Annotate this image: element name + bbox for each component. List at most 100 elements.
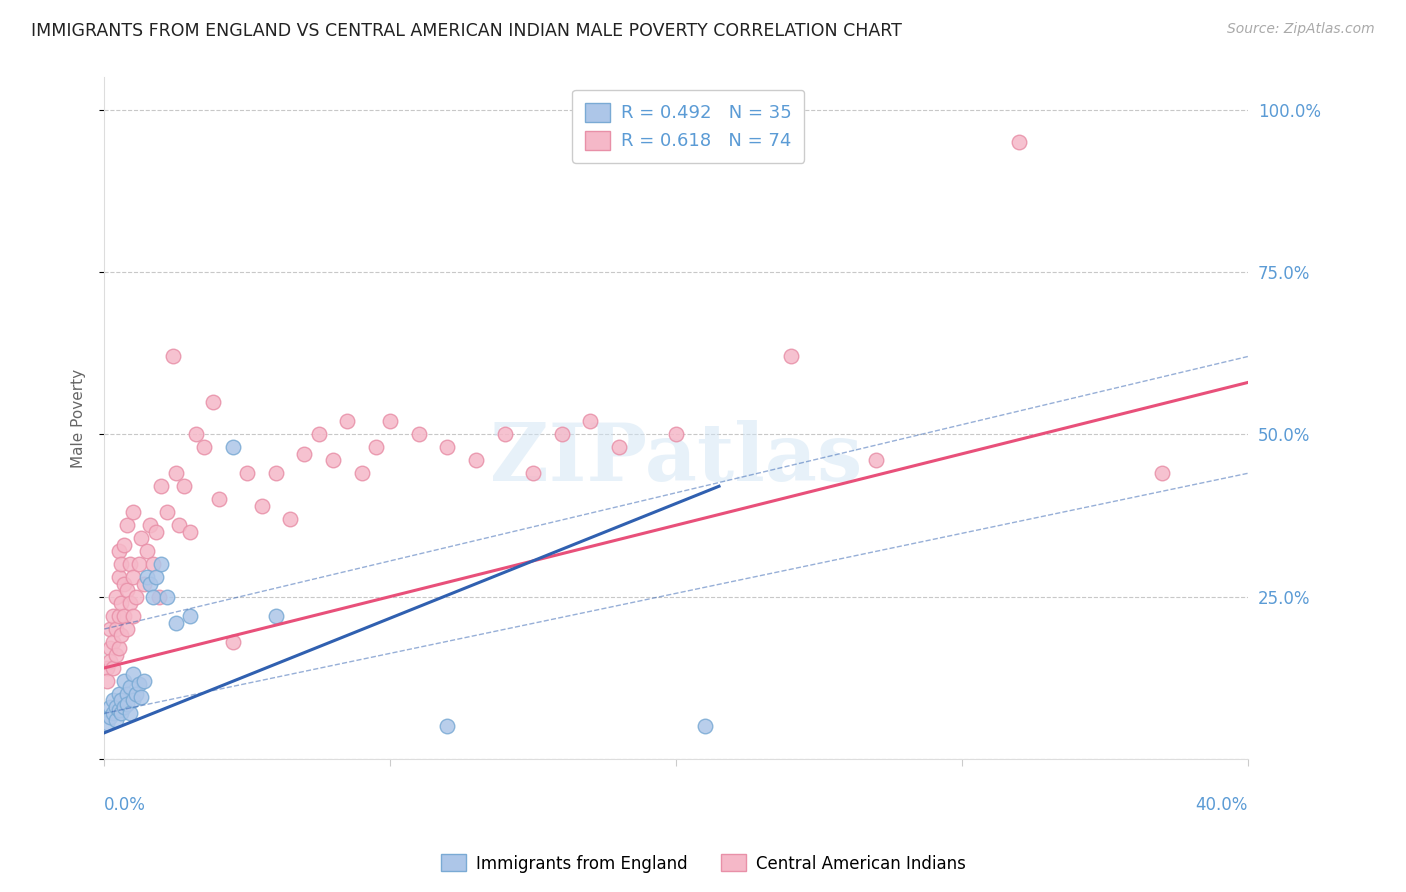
Point: [107, 609, 129, 624]
Point: [101, 706, 124, 721]
Point: [179, 609, 201, 624]
Point: [236, 467, 259, 481]
Point: [156, 590, 179, 604]
Point: [125, 687, 148, 701]
Point: [779, 350, 801, 364]
Point: [494, 427, 516, 442]
Point: [250, 499, 273, 513]
Point: [122, 609, 145, 624]
Point: [665, 427, 688, 442]
Point: [607, 440, 630, 454]
Point: [125, 590, 148, 604]
Text: 40.0%: 40.0%: [1195, 797, 1249, 814]
Point: [142, 557, 165, 571]
Point: [551, 427, 574, 442]
Point: [162, 350, 184, 364]
Point: [156, 505, 179, 519]
Point: [110, 596, 132, 610]
Point: [142, 590, 165, 604]
Point: [107, 544, 129, 558]
Point: [165, 615, 187, 630]
Point: [522, 467, 544, 481]
Point: [1152, 467, 1174, 481]
Point: [436, 719, 458, 733]
Point: [107, 703, 129, 717]
Point: [101, 693, 124, 707]
Text: ZIPatlas: ZIPatlas: [491, 420, 862, 498]
Point: [98, 709, 121, 723]
Point: [222, 635, 245, 649]
Point: [112, 609, 135, 624]
Point: [322, 453, 344, 467]
Point: [380, 414, 402, 428]
Point: [294, 447, 316, 461]
Point: [96, 716, 118, 731]
Point: [136, 570, 159, 584]
Point: [173, 479, 195, 493]
Point: [122, 693, 145, 707]
Point: [115, 583, 138, 598]
Point: [579, 414, 602, 428]
Point: [101, 661, 124, 675]
Point: [128, 557, 150, 571]
Point: [98, 641, 121, 656]
Point: [110, 628, 132, 642]
Point: [134, 673, 156, 688]
Point: [264, 609, 287, 624]
Point: [118, 557, 141, 571]
Point: [136, 544, 159, 558]
Point: [150, 479, 173, 493]
Point: [436, 440, 458, 454]
Point: [128, 677, 150, 691]
Text: IMMIGRANTS FROM ENGLAND VS CENTRAL AMERICAN INDIAN MALE POVERTY CORRELATION CHAR: IMMIGRANTS FROM ENGLAND VS CENTRAL AMERI…: [31, 22, 901, 40]
Point: [98, 655, 121, 669]
Point: [110, 693, 132, 707]
Point: [112, 699, 135, 714]
Point: [336, 414, 359, 428]
Point: [131, 690, 153, 705]
Text: Source: ZipAtlas.com: Source: ZipAtlas.com: [1227, 22, 1375, 37]
Point: [865, 453, 887, 467]
Point: [118, 596, 141, 610]
Point: [115, 622, 138, 636]
Point: [96, 661, 118, 675]
Point: [122, 667, 145, 681]
Point: [150, 557, 173, 571]
Point: [115, 697, 138, 711]
Point: [134, 576, 156, 591]
Text: 0.0%: 0.0%: [104, 797, 146, 814]
Point: [96, 673, 118, 688]
Point: [364, 440, 387, 454]
Point: [112, 673, 135, 688]
Legend: R = 0.492   N = 35, R = 0.618   N = 74: R = 0.492 N = 35, R = 0.618 N = 74: [572, 90, 804, 163]
Y-axis label: Male Poverty: Male Poverty: [72, 368, 86, 467]
Point: [112, 576, 135, 591]
Point: [118, 681, 141, 695]
Point: [145, 524, 167, 539]
Point: [350, 467, 373, 481]
Point: [115, 518, 138, 533]
Point: [104, 699, 127, 714]
Point: [408, 427, 430, 442]
Point: [110, 557, 132, 571]
Point: [148, 590, 170, 604]
Point: [122, 505, 145, 519]
Point: [101, 635, 124, 649]
Point: [104, 713, 127, 727]
Point: [139, 518, 162, 533]
Point: [139, 576, 162, 591]
Point: [308, 427, 330, 442]
Point: [104, 590, 127, 604]
Point: [278, 511, 301, 525]
Point: [115, 687, 138, 701]
Point: [193, 440, 215, 454]
Point: [110, 706, 132, 721]
Point: [122, 570, 145, 584]
Point: [112, 538, 135, 552]
Point: [693, 719, 716, 733]
Point: [104, 622, 127, 636]
Point: [222, 440, 245, 454]
Point: [1008, 136, 1031, 150]
Point: [179, 524, 201, 539]
Point: [118, 706, 141, 721]
